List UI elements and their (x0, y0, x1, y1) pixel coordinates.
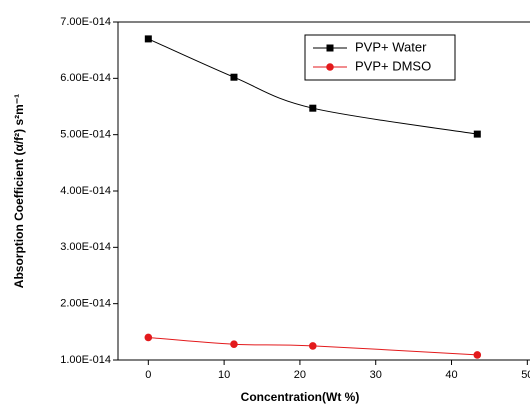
series-line (148, 38, 478, 135)
legend-label: PVP+ Water (355, 39, 427, 54)
x-tick-label: 40 (445, 369, 457, 381)
y-tick-label: 7.00E-014 (60, 16, 111, 28)
y-tick-label: 2.00E-014 (60, 298, 111, 310)
y-tick-label: 4.00E-014 (60, 185, 111, 197)
data-point (230, 73, 238, 81)
legend: PVP+ Water PVP+ DMSO (304, 34, 456, 81)
x-tick-label: 0 (145, 369, 151, 381)
y-tick-label: 1.00E-014 (60, 354, 111, 366)
y-tick-label: 3.00E-014 (60, 241, 111, 253)
x-axis-title: Concentration(Wt %) (241, 390, 360, 404)
legend-box (304, 34, 456, 81)
legend-marker (326, 44, 334, 52)
y-tick-label: 6.00E-014 (60, 72, 111, 84)
x-tick-label: 50 (521, 369, 530, 381)
data-point (309, 342, 317, 350)
data-point (144, 333, 153, 342)
y-tick-label: 5.00E-014 (60, 129, 111, 141)
legend-label: PVP+ DMSO (355, 58, 431, 73)
data-point (473, 351, 482, 359)
x-tick-label: 20 (294, 369, 306, 381)
data-point (144, 35, 152, 43)
data-point (473, 130, 481, 138)
y-axis-title: Absorption Coefficient (α/f²) s²m⁻¹ (12, 94, 26, 288)
data-point (230, 340, 238, 349)
x-tick-label: 10 (218, 369, 230, 381)
series-line (148, 336, 478, 356)
data-point (309, 104, 317, 112)
x-tick-label: 30 (370, 369, 382, 381)
legend-marker (326, 63, 334, 71)
